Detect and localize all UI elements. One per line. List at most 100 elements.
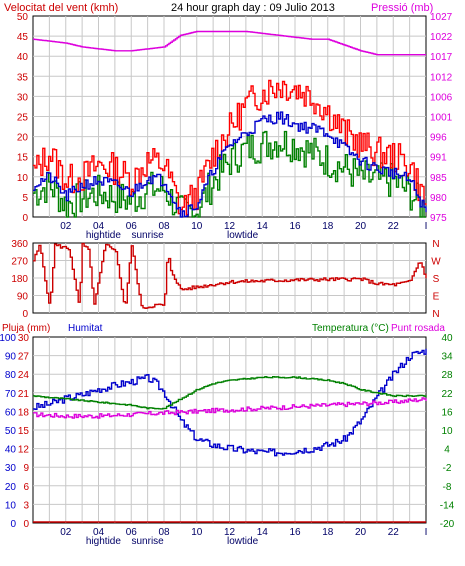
temperature-tick-label: 28 bbox=[441, 370, 453, 381]
compass-label: E bbox=[433, 292, 440, 303]
rain-axis-label: Pluja (mm) bbox=[2, 323, 50, 334]
direction-tick-label: 270 bbox=[11, 257, 28, 268]
hour-tick-label: 14 bbox=[257, 221, 269, 232]
pressure-tick-label: 1001 bbox=[430, 113, 453, 124]
compass-label: N bbox=[432, 239, 439, 250]
direction-tick-label: 90 bbox=[17, 292, 29, 303]
humidity-tick-label: 30 bbox=[5, 463, 17, 474]
pressure-tick-label: 996 bbox=[430, 133, 447, 144]
series-layer bbox=[33, 30, 427, 523]
direction-tick-label: 0 bbox=[22, 309, 28, 320]
humidity-tick-label: 90 bbox=[5, 352, 17, 363]
hour-tick-label: 04 bbox=[93, 221, 105, 232]
rain-tick-label: 12 bbox=[18, 445, 30, 456]
pressure-tick-label: 980 bbox=[430, 193, 447, 204]
temperature-tick-label: 4 bbox=[444, 445, 450, 456]
hour-tick-label: 22 bbox=[388, 221, 400, 232]
rain-tick-label: 15 bbox=[18, 426, 30, 437]
rain-tick-label: 30 bbox=[18, 333, 30, 344]
sunrise-label: sunrise bbox=[132, 230, 165, 241]
temperature-tick-label: -2 bbox=[443, 463, 452, 474]
humidity-tick-label: 50 bbox=[5, 426, 17, 437]
hour-tick-label: 08 bbox=[158, 527, 170, 538]
hour-tick-label: I bbox=[425, 221, 428, 232]
pressure-tick-label: 1022 bbox=[430, 32, 453, 43]
pressure-tick-label: 1027 bbox=[430, 12, 453, 23]
hightide-label: hightide bbox=[86, 536, 121, 547]
compass-label: S bbox=[433, 274, 440, 285]
pressure-tick-label: 1017 bbox=[430, 52, 453, 63]
rain-tick-label: 21 bbox=[18, 389, 30, 400]
pressure-tick-label: 1012 bbox=[430, 72, 453, 83]
wind-speed-line bbox=[33, 111, 427, 218]
wind-tick-label: 35 bbox=[17, 72, 29, 83]
temperature-tick-label: 34 bbox=[441, 352, 453, 363]
rain-tick-label: 24 bbox=[18, 370, 30, 381]
humidity-tick-label: 10 bbox=[5, 500, 17, 511]
pressure-tick-label: 975 bbox=[430, 213, 447, 224]
sunrise-label: sunrise bbox=[132, 536, 165, 547]
temperature-tick-label: -20 bbox=[440, 519, 455, 530]
rain-tick-label: 27 bbox=[18, 352, 30, 363]
humidity-axis-label: Humitat bbox=[68, 323, 103, 334]
humidity-tick-label: 100 bbox=[0, 333, 16, 344]
wind-tick-label: 50 bbox=[17, 12, 29, 23]
compass-label: W bbox=[431, 257, 441, 268]
temperature-tick-label: 16 bbox=[441, 407, 453, 418]
hour-tick-label: 18 bbox=[322, 221, 334, 232]
temperature-tick-label: 10 bbox=[441, 426, 453, 437]
hour-tick-label: 06 bbox=[126, 221, 138, 232]
hour-tick-label: 16 bbox=[289, 527, 301, 538]
hour-tick-label: 02 bbox=[60, 527, 72, 538]
wind-tick-label: 10 bbox=[17, 173, 29, 184]
pressure-line bbox=[33, 30, 426, 56]
hour-tick-label: 12 bbox=[224, 527, 236, 538]
humidity-tick-label: 0 bbox=[10, 519, 16, 530]
hour-tick-label: 16 bbox=[289, 221, 301, 232]
pressure-axis-label: Pressió (mb) bbox=[371, 2, 433, 14]
wind-tick-label: 20 bbox=[17, 133, 29, 144]
hour-tick-label: 14 bbox=[257, 527, 269, 538]
temperature-tick-label: -8 bbox=[443, 482, 452, 493]
wind-speed-axis-label: Velocitat del vent (kmh) bbox=[4, 2, 118, 14]
rain-tick-label: 0 bbox=[23, 519, 29, 530]
wind-tick-label: 40 bbox=[17, 52, 29, 63]
direction-tick-label: 360 bbox=[11, 239, 28, 250]
hour-tick-label: 02 bbox=[60, 221, 72, 232]
rain-tick-label: 6 bbox=[23, 482, 29, 493]
wind-tick-label: 30 bbox=[17, 92, 29, 103]
humidity-line bbox=[33, 348, 427, 457]
chart-title: 24 hour graph day : 09 Julio 2013 bbox=[171, 2, 335, 14]
hightide-label: hightide bbox=[86, 230, 121, 241]
compass-label: N bbox=[432, 309, 439, 320]
humidity-tick-label: 20 bbox=[5, 482, 17, 493]
wind-tick-label: 15 bbox=[17, 153, 29, 164]
hour-tick-label: 10 bbox=[191, 527, 203, 538]
hour-tick-label: 22 bbox=[388, 527, 400, 538]
hour-tick-label: 12 bbox=[224, 221, 236, 232]
wind-tick-label: 45 bbox=[17, 32, 29, 43]
temperature-line bbox=[33, 376, 427, 410]
direction-tick-label: 180 bbox=[11, 274, 28, 285]
temperature-tick-label: 40 bbox=[441, 333, 453, 344]
lowtide-label: lowtide bbox=[227, 536, 259, 547]
wind-gust-line bbox=[33, 79, 427, 216]
temperature-tick-label: -14 bbox=[440, 500, 455, 511]
pressure-tick-label: 1006 bbox=[430, 92, 453, 103]
pressure-tick-label: 985 bbox=[430, 173, 447, 184]
hour-tick-label: 18 bbox=[322, 527, 334, 538]
wind-tick-label: 0 bbox=[22, 213, 28, 224]
wind-direction-line bbox=[33, 242, 427, 309]
wind-average-line bbox=[33, 130, 426, 218]
humidity-tick-label: 80 bbox=[5, 370, 17, 381]
dewpoint-axis-label: Punt rosada bbox=[391, 323, 445, 334]
dewpoint-line bbox=[33, 397, 427, 419]
rain-tick-label: 18 bbox=[18, 407, 30, 418]
hour-tick-label: 06 bbox=[126, 527, 138, 538]
hour-tick-label: 10 bbox=[191, 221, 203, 232]
lowtide-label: lowtide bbox=[227, 230, 259, 241]
rain-tick-label: 3 bbox=[23, 500, 29, 511]
hour-tick-label: 20 bbox=[355, 221, 367, 232]
hour-tick-label: 20 bbox=[355, 527, 367, 538]
